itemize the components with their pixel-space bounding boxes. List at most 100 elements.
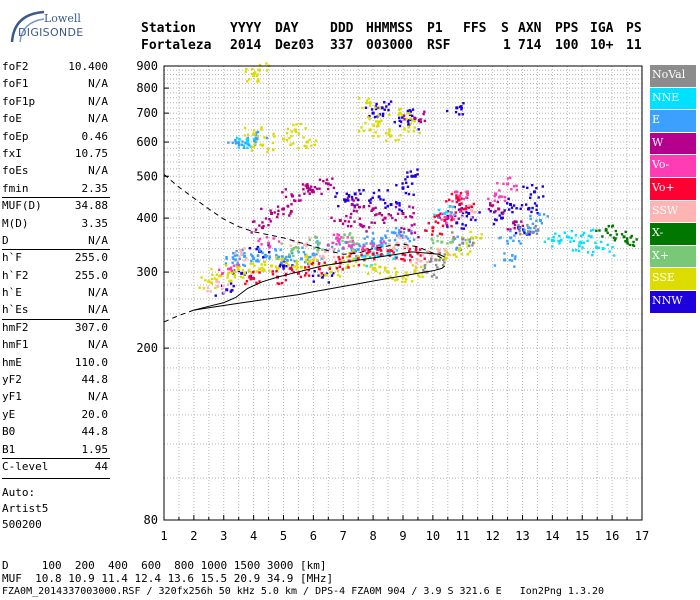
echo-point xyxy=(467,211,471,215)
param-row: hmE 110.0 xyxy=(2,355,108,372)
header-pps: 100 xyxy=(555,38,579,53)
echo-point xyxy=(345,214,348,218)
echo-point xyxy=(363,249,366,252)
echo-point xyxy=(358,205,362,209)
echo-point xyxy=(478,211,481,214)
echo-point xyxy=(438,249,441,252)
echo-point xyxy=(511,210,514,214)
echo-point xyxy=(538,218,542,222)
echo-point xyxy=(281,257,284,261)
echo-point xyxy=(458,105,462,109)
echo-point xyxy=(375,213,378,216)
echo-point xyxy=(237,265,240,268)
echo-point xyxy=(436,266,439,269)
y-tick-label: 900 xyxy=(136,59,158,73)
echo-point xyxy=(367,97,370,100)
echo-point xyxy=(394,218,397,222)
echo-point xyxy=(381,112,385,116)
echo-point xyxy=(261,251,264,255)
echo-point xyxy=(394,227,398,230)
echo-point xyxy=(387,133,391,136)
echo-point xyxy=(409,215,412,218)
echo-point xyxy=(348,233,351,236)
echo-point xyxy=(522,185,525,188)
echo-point xyxy=(350,236,354,240)
echo-point xyxy=(233,273,236,277)
echo-point xyxy=(229,266,233,269)
echo-point xyxy=(274,247,277,251)
echo-point xyxy=(361,246,365,249)
echo-point xyxy=(506,177,510,180)
echo-point xyxy=(297,132,301,135)
header-label: YYYY xyxy=(230,21,262,36)
echo-point xyxy=(400,257,403,261)
echo-point xyxy=(470,205,474,209)
echo-point xyxy=(409,259,412,262)
echo-point xyxy=(282,267,285,270)
echo-point xyxy=(514,231,518,235)
echo-point xyxy=(361,255,364,258)
echo-point xyxy=(256,245,260,249)
echo-point xyxy=(461,223,464,226)
echo-point xyxy=(581,246,584,249)
echo-point xyxy=(294,199,297,203)
echo-point xyxy=(245,257,248,260)
echo-point xyxy=(541,185,544,188)
echo-point xyxy=(458,198,461,202)
echo-point xyxy=(396,212,400,216)
echo-point xyxy=(462,197,465,201)
echo-point xyxy=(210,281,213,285)
echo-point xyxy=(557,239,560,243)
echo-point xyxy=(350,203,354,207)
echo-point xyxy=(232,251,235,255)
echo-point xyxy=(303,274,307,277)
echo-point xyxy=(369,198,373,201)
echo-point xyxy=(363,258,366,262)
echo-point xyxy=(233,270,237,273)
echo-point xyxy=(304,184,307,187)
param-row: hmF2 307.0 xyxy=(2,320,108,337)
echo-point xyxy=(288,214,291,217)
echo-point xyxy=(243,271,247,275)
echo-point xyxy=(353,192,357,196)
echo-point xyxy=(313,143,316,146)
echo-point xyxy=(592,250,595,254)
echo-point xyxy=(367,204,371,208)
echo-point xyxy=(276,213,280,216)
echo-point xyxy=(394,255,397,258)
echo-point xyxy=(494,209,497,213)
echo-point xyxy=(282,212,285,216)
echo-point xyxy=(245,138,249,141)
echo-point xyxy=(376,122,380,126)
echo-point xyxy=(386,252,390,256)
echo-point xyxy=(628,243,632,247)
echo-point xyxy=(337,255,340,259)
echo-point xyxy=(374,206,377,210)
echo-point xyxy=(513,265,516,268)
echo-point xyxy=(409,254,412,257)
param-value: N/A xyxy=(88,286,108,300)
echo-point xyxy=(303,144,306,148)
echo-point xyxy=(577,249,581,253)
echo-point xyxy=(341,222,345,225)
param-value: N/A xyxy=(88,303,108,317)
echo-point xyxy=(542,213,546,216)
echo-point xyxy=(413,271,417,274)
echo-point xyxy=(524,203,528,206)
param-row: hmF1 N/A xyxy=(2,337,108,354)
echo-point xyxy=(595,246,598,250)
echo-point xyxy=(308,261,311,264)
echo-point xyxy=(362,254,366,258)
echo-point xyxy=(320,272,324,275)
echo-point xyxy=(367,226,371,229)
echo-point xyxy=(506,182,510,186)
echo-point xyxy=(394,231,397,235)
echo-point xyxy=(594,241,597,244)
echo-point xyxy=(531,230,534,234)
echo-point xyxy=(397,116,401,119)
echo-point xyxy=(465,204,468,208)
echo-point xyxy=(288,137,291,140)
echo-point xyxy=(231,141,234,144)
echo-point xyxy=(280,281,284,285)
echo-point xyxy=(241,268,245,272)
